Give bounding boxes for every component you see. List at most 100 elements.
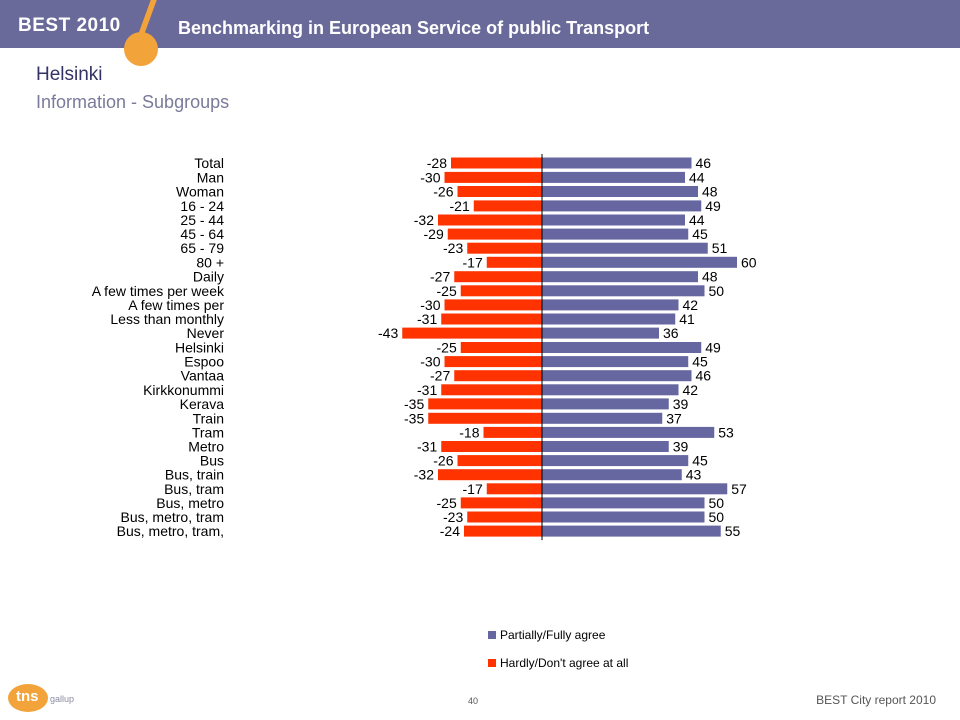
bar-disagree [460, 342, 542, 353]
category-label: Total [194, 155, 224, 171]
category-label: Vantaa [181, 368, 225, 384]
data-label-agree: 53 [718, 424, 734, 440]
tns-gallup-logo: tns gallup [8, 684, 84, 712]
category-label: Daily [193, 269, 224, 285]
header-title: Benchmarking in European Service of publ… [178, 18, 650, 38]
data-label-agree: 50 [709, 495, 725, 511]
bar-agree [542, 299, 679, 311]
logo-blob [8, 684, 48, 712]
data-label-agree: 50 [709, 283, 725, 299]
bar-agree [542, 256, 737, 268]
category-label: Bus, tram [164, 481, 224, 497]
category-label: Train [193, 410, 224, 426]
category-label: Never [187, 325, 225, 341]
bar-disagree [454, 370, 542, 382]
bar-disagree [444, 171, 542, 183]
bar-agree [542, 525, 721, 537]
data-label-disagree: -29 [424, 226, 444, 242]
legend-item-disagree: Hardly/Don't agree at all [488, 656, 628, 670]
bar-disagree [460, 497, 542, 509]
category-label: Man [197, 169, 224, 185]
category-label: Tram [192, 424, 224, 440]
brand-label: BEST 2010 [18, 15, 121, 36]
legend-item-agree: Partially/Fully agree [488, 628, 605, 642]
bar-agree [542, 426, 715, 438]
data-label-disagree: -17 [463, 254, 483, 270]
category-label: 16 - 24 [180, 198, 224, 214]
logo-tns-text: tns [16, 688, 39, 705]
data-label-disagree: -23 [443, 240, 463, 256]
category-label: Espoo [184, 354, 224, 370]
data-label-agree: 60 [741, 254, 757, 270]
data-label-disagree: -28 [427, 155, 447, 171]
bar-agree [542, 171, 685, 183]
data-label-agree: 44 [689, 169, 705, 185]
bar-agree [542, 441, 669, 452]
data-label-disagree: -21 [450, 198, 470, 214]
data-label-disagree: -31 [417, 311, 437, 327]
data-label-disagree: -30 [420, 354, 440, 370]
data-label-agree: 49 [705, 340, 721, 356]
bar-agree [542, 412, 663, 424]
data-label-agree: 39 [673, 396, 689, 412]
category-label: Bus [200, 453, 224, 469]
data-label-agree: 57 [731, 481, 747, 497]
data-label-agree: 55 [725, 523, 741, 539]
data-label-agree: 51 [712, 240, 728, 256]
category-label: 25 - 44 [180, 212, 224, 228]
bar-disagree [428, 398, 542, 410]
page-subtitle: Information - Subgroups [36, 92, 230, 112]
category-label: A few times per week [92, 283, 225, 299]
category-label: 80 + [196, 254, 224, 270]
data-label-disagree: -25 [437, 495, 457, 511]
bar-disagree [473, 200, 542, 212]
bar-agree [542, 483, 728, 495]
legend-swatch-agree [488, 631, 496, 639]
bar-disagree [441, 384, 542, 396]
bar-disagree [460, 285, 542, 297]
legend-label-disagree: Hardly/Don't agree at all [500, 656, 629, 670]
bar-disagree [451, 157, 542, 169]
data-label-disagree: -35 [404, 396, 424, 412]
data-label-disagree: -18 [459, 424, 479, 440]
bar-disagree [454, 271, 542, 283]
data-label-disagree: -25 [437, 283, 457, 299]
category-label: Kerava [180, 396, 225, 412]
category-label: 45 - 64 [180, 226, 224, 242]
data-label-agree: 48 [702, 269, 718, 285]
legend-label-agree: Partially/Fully agree [500, 628, 606, 642]
category-label: Less than monthly [110, 311, 224, 327]
data-label-agree: 46 [696, 155, 712, 171]
logo-gallup-text: gallup [50, 694, 75, 704]
header-bar: BEST 2010 Benchmarking in European Servi… [0, 0, 960, 48]
header-accent-circle [124, 32, 158, 66]
bar-agree [542, 370, 692, 382]
data-label-disagree: -31 [417, 382, 437, 398]
category-label: A few times per [128, 297, 224, 313]
data-label-agree: 39 [673, 439, 689, 455]
category-label: Bus, metro, tram [121, 509, 224, 525]
bar-agree [542, 228, 689, 240]
data-label-disagree: -30 [420, 169, 440, 185]
data-label-agree: 45 [692, 226, 708, 242]
bar-agree [542, 200, 702, 212]
bar-agree [542, 469, 682, 481]
bar-agree [542, 327, 659, 339]
data-label-agree: 43 [686, 467, 702, 483]
data-label-disagree: -24 [440, 523, 460, 539]
data-label-agree: 42 [683, 297, 699, 313]
bar-disagree [444, 356, 542, 368]
category-label: Bus, train [165, 467, 224, 483]
legend-swatch-disagree [488, 659, 496, 667]
bar-disagree [486, 256, 542, 268]
report-label: BEST City report 2010 [816, 693, 936, 707]
data-label-agree: 49 [705, 198, 721, 214]
data-label-agree: 37 [666, 410, 682, 426]
data-label-disagree: -32 [414, 467, 434, 483]
data-label-agree: 42 [683, 382, 699, 398]
bar-agree [542, 342, 702, 353]
bar-agree [542, 398, 669, 410]
data-label-agree: 46 [696, 368, 712, 384]
bar-agree [542, 313, 676, 325]
